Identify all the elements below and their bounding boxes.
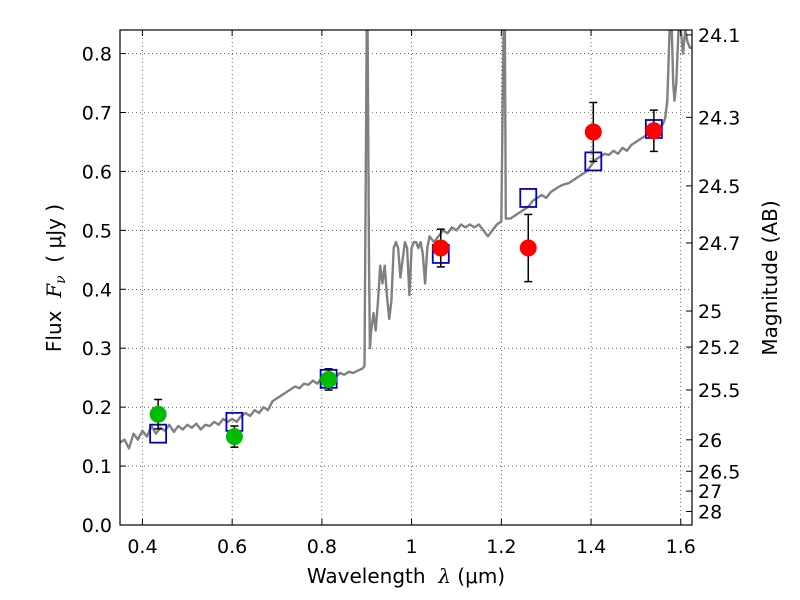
model-fit-squares [149, 119, 663, 444]
y-axis-label-post: ( μJy ) [42, 204, 66, 276]
y-tick-label: 0.7 [82, 103, 112, 125]
nir-observations [432, 101, 663, 283]
y-tick-label: 0.3 [82, 338, 112, 360]
x-axis-label-symbol: λ [437, 564, 451, 588]
axis-ticks: 0.4 0.6 0.8 1 1.2 1.4 1.6 0.0 0.1 0.2 0.3 0.4 0.5 0.6… [82, 25, 741, 558]
y-tick-label: 0.1 [82, 456, 112, 478]
magnitude-tick-label: 27 [698, 481, 722, 503]
y-tick-label: 0.2 [82, 397, 112, 419]
magnitude-tick-label: 28 [698, 502, 722, 524]
observed-point [225, 428, 243, 446]
y-axis-label-subscript: ν [53, 275, 69, 284]
model-spectrum-line [120, 30, 692, 450]
magnitude-tick-label: 25.5 [698, 380, 740, 402]
x-axis-label: Wavelength λ (μm) [307, 564, 505, 588]
observed-point [149, 405, 167, 423]
magnitude-tick-label: 24.7 [698, 233, 740, 255]
y-tick-label: 0.8 [82, 44, 112, 66]
model-square-marker [519, 188, 538, 208]
magnitude-tick-label: 25 [698, 301, 722, 323]
model-spectrum-layer [120, 30, 692, 450]
y-axis-label-pre: Flux [42, 298, 66, 352]
x-tick-label: 1.6 [666, 536, 696, 558]
data-markers [149, 101, 663, 448]
grid [120, 30, 692, 526]
magnitude-tick-label: 24.1 [698, 25, 740, 47]
x-tick-label: 0.4 [127, 536, 157, 558]
x-tick-label: 0.6 [217, 536, 247, 558]
x-tick-label: 1.4 [576, 536, 606, 558]
y-tick-label: 0.6 [82, 161, 112, 183]
x-tick-label: 1 [406, 536, 418, 558]
y-tick-label: 0.5 [82, 220, 112, 242]
optical-observations [149, 368, 338, 448]
observed-point [320, 370, 338, 388]
y-tick-label: 0.4 [82, 279, 112, 301]
plot-frame [119, 29, 693, 526]
x-axis-label-post: (μm) [451, 564, 505, 588]
magnitude-tick-label: 24.5 [698, 176, 740, 198]
observed-point [584, 123, 602, 141]
x-tick-label: 1.2 [486, 536, 516, 558]
magnitude-tick-label: 24.3 [698, 107, 740, 129]
y-tick-label: 0.0 [82, 515, 112, 537]
observed-point [645, 122, 663, 140]
magnitude-tick-label: 25.2 [698, 337, 740, 359]
magnitude-tick-label: 26.5 [698, 461, 740, 483]
x-tick-label: 0.8 [307, 536, 337, 558]
magnitude-axis-label: Magnitude (AB) [758, 200, 782, 355]
observed-point [519, 239, 537, 257]
y-axis-label: Flux Fν ( μJy ) [42, 204, 69, 352]
y-axis-label-symbol: F [42, 283, 66, 299]
x-axis-label-pre: Wavelength [307, 564, 438, 588]
magnitude-tick-label: 26 [698, 430, 722, 452]
observed-point [432, 239, 450, 257]
